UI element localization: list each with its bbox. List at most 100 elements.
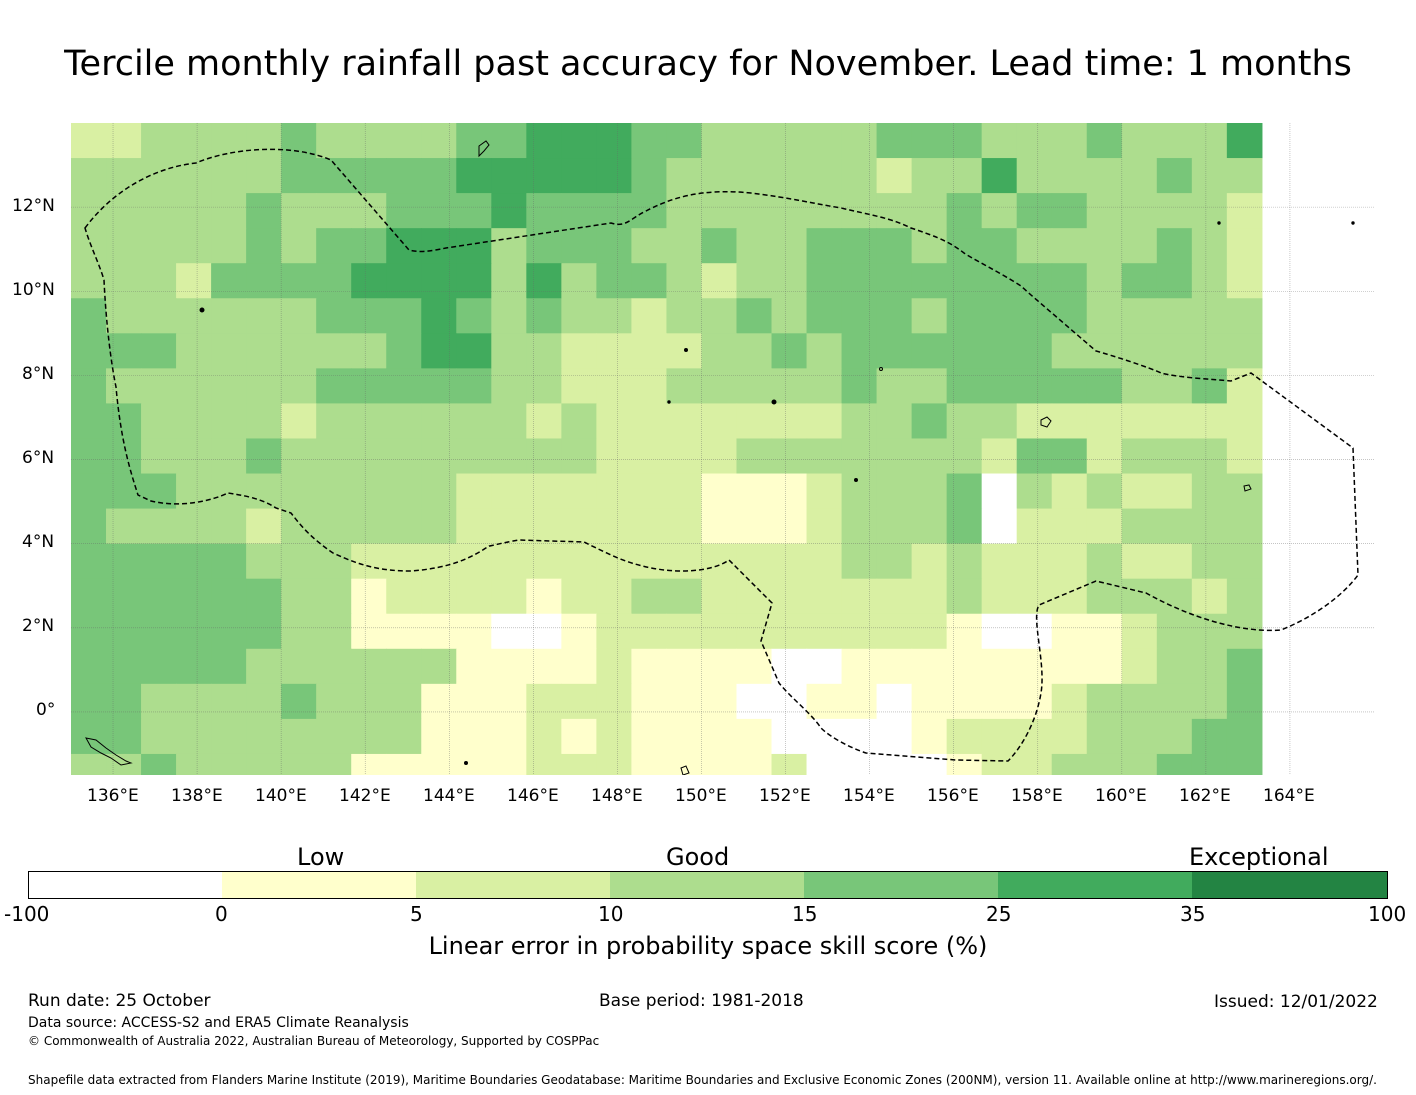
grid-cell xyxy=(526,683,562,720)
grid-cell xyxy=(666,228,703,264)
grid-cell xyxy=(456,123,492,159)
grid-cell xyxy=(526,718,562,755)
grid-cell xyxy=(351,368,387,405)
grid-cell xyxy=(1156,648,1193,685)
grid-cell xyxy=(1156,228,1193,264)
island-chuuk xyxy=(1040,416,1052,428)
grid-cell xyxy=(1191,228,1228,264)
grid-cell xyxy=(1156,438,1193,475)
grid-cell xyxy=(911,298,948,334)
grid-cell xyxy=(526,613,562,650)
grid-cell xyxy=(911,193,948,229)
grid-cell xyxy=(981,473,1018,510)
grid-cell xyxy=(911,228,948,264)
grid-cell xyxy=(876,158,913,194)
grid-cell xyxy=(666,648,703,685)
grid-cell xyxy=(666,508,703,545)
grid-cell xyxy=(771,158,808,194)
grid-cell xyxy=(1226,648,1263,685)
grid-cell xyxy=(841,263,878,299)
grid-cell xyxy=(666,158,703,194)
grid-cell xyxy=(631,578,668,615)
grid-cell xyxy=(561,543,597,580)
colorbar-word-low: Low xyxy=(297,843,345,871)
grid-cell xyxy=(281,753,317,775)
grid-cell xyxy=(456,333,492,369)
grid-cell xyxy=(876,473,913,510)
grid-cell xyxy=(1121,368,1158,405)
grid-cell xyxy=(841,683,878,720)
grid-cell xyxy=(1226,123,1263,159)
grid-cell xyxy=(666,333,703,369)
grid-cell xyxy=(1086,438,1123,475)
grid-cell xyxy=(946,158,983,194)
grid-cell xyxy=(491,263,527,299)
grid-cell xyxy=(211,333,247,369)
grid-cell xyxy=(71,193,107,229)
grid-cell xyxy=(946,123,983,159)
island-atoll-7 xyxy=(1351,221,1355,225)
grid-cell xyxy=(526,543,562,580)
grid-cell xyxy=(456,298,492,334)
grid-cell xyxy=(351,158,387,194)
grid-cell xyxy=(701,578,738,615)
grid-cell xyxy=(316,228,352,264)
grid-cell xyxy=(71,228,107,264)
grid-cell xyxy=(141,263,177,299)
x-tick-152: 152°E xyxy=(759,786,811,806)
grid-cell xyxy=(211,228,247,264)
grid-cell xyxy=(421,753,457,775)
grid-cell xyxy=(666,683,703,720)
grid-cell xyxy=(631,543,668,580)
grid-cell xyxy=(1156,473,1193,510)
islands xyxy=(85,140,1355,775)
map-title: Tercile monthly rainfall past accuracy f… xyxy=(64,44,1352,84)
grid-cell xyxy=(386,333,422,369)
grid-cell xyxy=(176,438,212,475)
grid-cell xyxy=(631,298,668,334)
grid-cell xyxy=(631,438,668,475)
grid-cell xyxy=(666,298,703,334)
grid-cell xyxy=(1086,123,1123,159)
grid-cell xyxy=(806,578,843,615)
island-atoll-3 xyxy=(879,367,883,371)
grid-cell xyxy=(666,403,703,440)
grid-cell xyxy=(421,683,457,720)
grid-cell xyxy=(351,263,387,299)
grid-cell xyxy=(561,718,597,755)
grid-cell xyxy=(1016,123,1053,159)
grid-cell xyxy=(386,263,422,299)
grid-cell xyxy=(981,683,1018,720)
grid-cell xyxy=(1016,228,1053,264)
grid-cell xyxy=(281,718,317,755)
grid-cell xyxy=(1156,123,1193,159)
run-date: Run date: 25 October xyxy=(28,991,211,1011)
grid-cell xyxy=(176,298,212,334)
grid-cell xyxy=(1191,123,1228,159)
grid-cell xyxy=(351,333,387,369)
grid-cell xyxy=(71,158,107,194)
grid-cell xyxy=(981,263,1018,299)
grid-cell xyxy=(701,648,738,685)
grid-cell xyxy=(911,578,948,615)
grid-cell xyxy=(806,683,843,720)
grid-cell xyxy=(176,263,212,299)
grid-cell xyxy=(141,403,177,440)
grid-cell xyxy=(1051,158,1088,194)
grid-cell xyxy=(806,753,843,775)
x-tick-156: 156°E xyxy=(927,786,979,806)
grid-cell xyxy=(141,683,177,720)
grid-cell xyxy=(736,403,773,440)
grid-cell xyxy=(246,648,282,685)
grid-cell xyxy=(246,263,282,299)
grid-cell xyxy=(491,228,527,264)
x-tick-158: 158°E xyxy=(1011,786,1063,806)
island-atoll-1 xyxy=(771,399,777,405)
island-kosrae xyxy=(1243,484,1252,492)
grid-cell xyxy=(1121,613,1158,650)
grid-cell xyxy=(1016,473,1053,510)
grid-cell xyxy=(421,123,457,159)
grid-cell xyxy=(1086,263,1123,299)
grid-cell xyxy=(386,473,422,510)
grid-cell xyxy=(281,578,317,615)
